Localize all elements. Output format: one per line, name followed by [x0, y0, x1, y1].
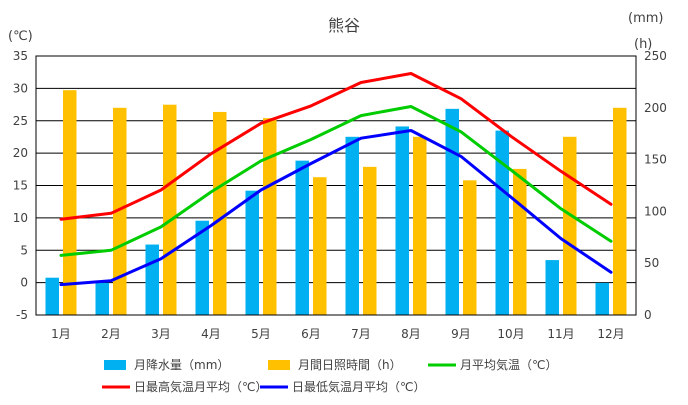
chart-title: 熊谷 [328, 16, 360, 35]
bar-precipitation [95, 282, 109, 315]
y-right-tick-label: 200 [644, 101, 667, 115]
legend-precipitation-label: 月降水量（mm） [134, 358, 229, 372]
y-right-tick-label: 0 [644, 308, 652, 322]
bar-sunshine [463, 180, 477, 315]
line-max-temp [59, 72, 613, 221]
bar-sunshine [163, 104, 177, 315]
bar-sunshine [363, 166, 377, 315]
bar-precipitation [545, 260, 559, 315]
y-right-tick-label: 250 [644, 49, 667, 63]
bar-precipitation [395, 126, 409, 315]
x-tick-label: 10月 [497, 327, 524, 341]
bar-sunshine [263, 118, 277, 315]
legend-min-temp-label: 日最低気温月平均（℃） [292, 379, 425, 394]
bar-precipitation [595, 282, 609, 315]
bar-sunshine [563, 136, 577, 315]
legend-sunshine-swatch [268, 360, 290, 370]
x-tick-label: 6月 [301, 327, 321, 341]
bar-precipitation [495, 130, 509, 315]
bar-sunshine [213, 111, 227, 315]
bar-precipitation [345, 136, 359, 315]
bar-sunshine [63, 90, 77, 315]
left-axis-unit: (℃) [8, 29, 33, 44]
legend-mean-temp-label: 月平均気温（℃） [460, 357, 557, 372]
x-tick-label: 1月 [51, 327, 71, 341]
bar-precipitation [195, 220, 209, 315]
y-left-tick-label: 15 [13, 179, 28, 193]
x-tick-label: 5月 [251, 327, 271, 341]
y-left-tick-label: 0 [20, 276, 28, 290]
line-mean-temp [59, 105, 613, 257]
y-left-tick-label: 35 [13, 49, 28, 63]
x-tick-label: 12月 [597, 327, 624, 341]
y-left-tick-label: -5 [16, 308, 28, 322]
line-min-temp [59, 129, 613, 287]
legend-precipitation-swatch [104, 360, 126, 370]
y-right-tick-label: 100 [644, 204, 667, 218]
y-left-tick-label: 20 [13, 146, 28, 160]
bar-precipitation [145, 244, 159, 315]
x-tick-label: 11月 [547, 327, 574, 341]
bar-sunshine [513, 168, 527, 315]
x-tick-label: 9月 [451, 327, 471, 341]
x-tick-label: 2月 [101, 327, 121, 341]
bar-sunshine [313, 177, 327, 315]
bar-series-group [45, 90, 627, 315]
bar-precipitation [245, 190, 259, 315]
y-left-tick-label: 10 [13, 211, 28, 225]
bar-sunshine [413, 136, 427, 315]
bar-sunshine [113, 107, 127, 315]
y-left-tick-label: 25 [13, 114, 28, 128]
y-right-tick-label: 150 [644, 153, 667, 167]
axes: -5 0 5 10 15 20 25 30 35 0 50 100 150 200 250 1月 2月 3月 4月 5… [13, 49, 667, 341]
bar-sunshine [613, 107, 627, 315]
y-left-tick-label: 5 [20, 243, 28, 257]
x-tick-label: 7月 [351, 327, 371, 341]
right-axis-unit-h: (h) [634, 37, 652, 52]
plot-area-border [35, 55, 637, 316]
bar-precipitation [295, 160, 309, 315]
bar-precipitation [45, 277, 59, 315]
bar-precipitation [445, 108, 459, 315]
y-right-tick-label: 50 [644, 256, 659, 270]
x-tick-label: 3月 [151, 327, 171, 341]
x-tick-label: 8月 [401, 327, 421, 341]
legend-sunshine-label: 月間日照時間（h） [298, 358, 402, 372]
line-series-group [59, 72, 613, 287]
x-tick-label: 4月 [201, 327, 221, 341]
legend: 月降水量（mm） 月間日照時間（h） 月平均気温（℃） 日最高気温月平均（℃） 日最低気… [102, 357, 557, 394]
right-axis-unit-mm: (mm) [628, 11, 663, 26]
y-left-tick-label: 30 [13, 81, 28, 95]
legend-max-temp-label: 日最高気温月平均（℃） [134, 379, 267, 394]
